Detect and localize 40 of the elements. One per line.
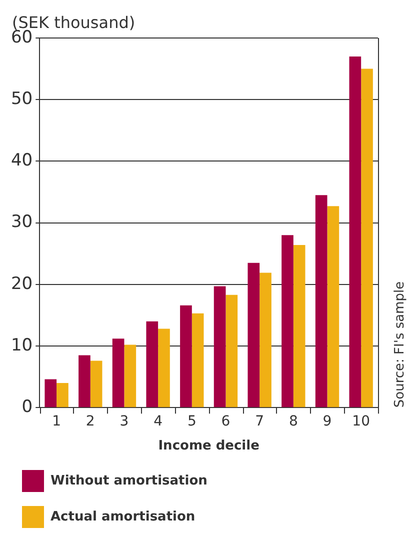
legend-label: Actual amortisation (50, 509, 196, 524)
bar (180, 305, 192, 408)
bar (158, 328, 170, 408)
y-tick-label: 20 (10, 274, 33, 294)
bar (327, 206, 340, 408)
bar (349, 56, 362, 408)
x-tick-label: 4 (154, 414, 163, 430)
x-tick-label: 3 (120, 414, 129, 430)
x-tick-label: 7 (255, 414, 264, 430)
bar (124, 344, 136, 408)
source-note: Source: FI's sample (392, 281, 408, 408)
bar (260, 272, 272, 408)
x-tick-label: 9 (322, 414, 332, 430)
x-tick-label: 10 (352, 414, 370, 430)
x-tick-label: 5 (187, 414, 196, 430)
x-axis-title: Income decile (158, 438, 260, 454)
y-tick-label: 30 (10, 212, 33, 232)
bar (146, 321, 158, 408)
x-tick-label: 6 (221, 414, 230, 430)
y-tick-label: 10 (10, 335, 33, 356)
legend-label: Without amortisation (50, 473, 208, 488)
x-tick-label: 8 (288, 414, 298, 430)
y-tick-label: 50 (10, 89, 33, 110)
bar (293, 244, 306, 408)
y-tick-label: 0 (22, 397, 33, 418)
bar (78, 355, 90, 408)
bar (282, 235, 294, 408)
bar (214, 286, 226, 408)
y-tick-label: 40 (10, 150, 33, 171)
x-tick-label: 1 (52, 414, 62, 430)
bar (315, 195, 328, 408)
x-tick-label: 2 (86, 414, 95, 430)
bar (192, 313, 204, 408)
bar (44, 379, 57, 408)
bar (90, 360, 102, 408)
bar (112, 338, 124, 408)
bar (56, 382, 68, 408)
bar (248, 262, 260, 408)
bar (226, 294, 238, 408)
bar (361, 68, 373, 408)
